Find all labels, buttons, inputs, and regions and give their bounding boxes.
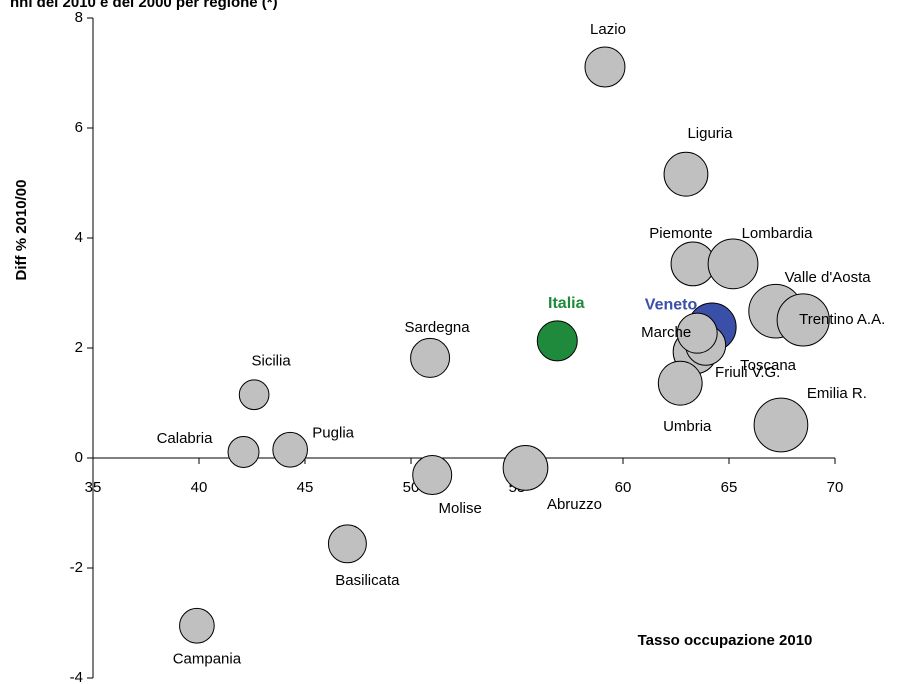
- bubble: [676, 312, 718, 354]
- point-label: Umbria: [663, 418, 712, 435]
- bubble: [410, 337, 451, 378]
- bubble: [663, 151, 709, 197]
- point-label: Trentino A.A.: [799, 311, 885, 328]
- bubble: [227, 435, 260, 468]
- point-label: Basilicata: [335, 572, 400, 589]
- bubble: [584, 46, 626, 88]
- point-label: Liguria: [687, 125, 733, 142]
- x-tick-label: 70: [827, 479, 844, 496]
- point-label: Piemonte: [649, 225, 712, 242]
- point-label: Friuli V.G.: [715, 364, 780, 381]
- bubble: [238, 379, 270, 411]
- point-label: Valle d'Aosta: [785, 269, 872, 286]
- point-label: Lazio: [590, 21, 626, 38]
- bubble: [776, 293, 830, 347]
- y-axis-label: Diff % 2010/00: [13, 180, 30, 281]
- bubble: [412, 455, 453, 496]
- y-tick-label: 2: [75, 339, 83, 356]
- bubble: [502, 445, 549, 491]
- point-label: Sicilia: [252, 353, 292, 370]
- bubble: [327, 524, 367, 564]
- y-tick-label: 8: [75, 9, 83, 26]
- point-label: Abruzzo: [547, 496, 602, 513]
- chart-title: nni del 2010 e del 2000 per regione (*): [10, 0, 278, 11]
- point-label: Sardegna: [405, 319, 471, 336]
- y-tick-label: 0: [75, 449, 83, 466]
- x-tick-label: 35: [85, 479, 102, 496]
- point-label: Italia: [548, 295, 585, 312]
- y-tick-label: 4: [75, 229, 83, 246]
- x-tick-label: 45: [297, 479, 314, 496]
- point-label: Lombardia: [742, 225, 814, 242]
- bubble: [657, 360, 703, 406]
- point-label: Emilia R.: [807, 385, 867, 402]
- bubble: [272, 431, 308, 468]
- y-tick-label: -4: [70, 669, 83, 684]
- y-tick-label: -2: [70, 559, 83, 576]
- bubble: [753, 397, 809, 453]
- x-axis-label: Tasso occupazione 2010: [638, 632, 813, 649]
- x-tick-label: 65: [721, 479, 738, 496]
- point-label: Molise: [439, 500, 482, 517]
- point-label: Veneto: [645, 296, 698, 313]
- point-label: Campania: [173, 651, 242, 668]
- x-tick-label: 60: [615, 479, 632, 496]
- point-label: Marche: [641, 324, 691, 341]
- point-label: Calabria: [157, 430, 214, 447]
- point-label: Puglia: [312, 425, 354, 442]
- x-tick-label: 40: [191, 479, 208, 496]
- bubble: [179, 607, 215, 644]
- point-label: Toscana: [740, 357, 797, 374]
- bubble: [536, 320, 578, 362]
- bubble: [707, 238, 759, 290]
- y-tick-label: 6: [75, 119, 83, 136]
